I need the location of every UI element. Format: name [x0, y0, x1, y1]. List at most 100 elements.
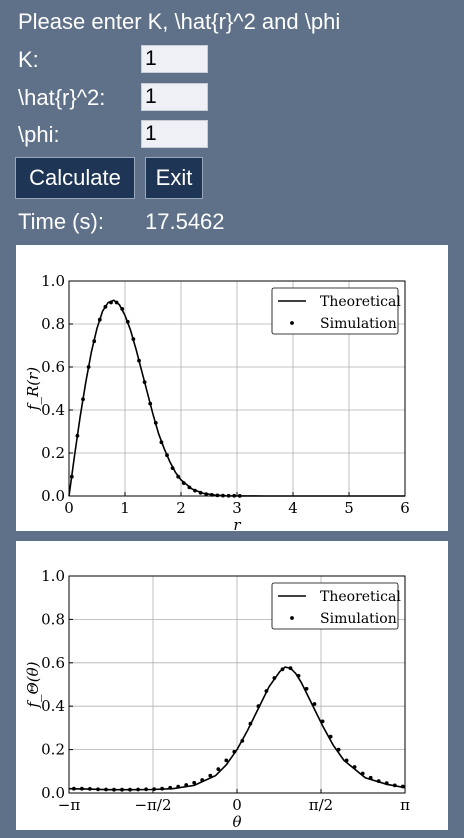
simulation-point	[176, 474, 181, 479]
r-hat-squared-input[interactable]	[141, 83, 208, 111]
k-label: K:	[18, 47, 39, 72]
y-tick-label: 1.0	[41, 272, 65, 290]
y-tick-label: 0.0	[41, 487, 65, 505]
x-tick-label: 5	[344, 499, 354, 517]
simulation-point	[240, 739, 245, 743]
simulation-point	[215, 493, 220, 498]
simulation-point	[221, 493, 225, 498]
simulation-point	[400, 784, 405, 789]
x-tick-label: 3	[232, 499, 242, 517]
simulation-point	[165, 453, 169, 458]
simulation-point	[264, 689, 269, 693]
time-label: Time (s):	[18, 209, 104, 234]
simulation-point	[96, 787, 100, 792]
x-axis-label: r	[233, 516, 241, 531]
simulation-point	[224, 758, 229, 763]
simulation-point	[142, 380, 147, 384]
simulation-point	[120, 307, 125, 311]
y-tick-label: 0.2	[41, 444, 65, 462]
y-tick-label: 0.8	[41, 610, 65, 628]
time-value: 17.5462	[145, 209, 225, 234]
simulation-point	[232, 493, 237, 498]
simulation-point	[198, 490, 203, 495]
simulation-point	[160, 786, 165, 791]
x-tick-label: −π	[58, 796, 81, 814]
simulation-point	[97, 317, 102, 322]
simulation-point	[170, 466, 175, 470]
simulation-point	[280, 667, 285, 672]
simulation-point	[344, 758, 349, 763]
simulation-point	[248, 721, 253, 726]
legend-simulation-label: Simulation	[320, 316, 397, 332]
simulation-point	[187, 485, 192, 490]
simulation-point	[128, 787, 132, 792]
simulation-point	[384, 781, 389, 786]
legend-dot-swatch	[290, 321, 294, 325]
simulation-point	[226, 493, 231, 498]
x-tick-label: π	[400, 796, 410, 814]
simulation-point	[69, 474, 74, 479]
exit-button[interactable]: Exit	[145, 157, 203, 199]
simulation-point	[148, 401, 153, 406]
simulation-point	[72, 786, 76, 791]
simulation-point	[256, 704, 261, 709]
simulation-point	[237, 494, 242, 498]
simulation-point	[86, 365, 91, 369]
x-tick-label: −π/2	[134, 796, 171, 814]
x-tick-label: 1	[120, 499, 130, 517]
simulation-point	[92, 339, 97, 344]
x-tick-label: 4	[288, 499, 298, 517]
simulation-point	[176, 784, 181, 789]
angular-pdf-chart-panel: −π −π/2 0 π/2 π 0.0 0.2 0.4 0.6 0.8 1.0 θ f_Θ(θ) Theo…	[16, 541, 448, 830]
simulation-point	[184, 783, 189, 787]
x-tick-label: π/2	[309, 796, 333, 814]
legend-box	[271, 582, 399, 630]
y-tick-label: 0.6	[41, 358, 65, 376]
angular-pdf-chart: −π −π/2 0 π/2 π 0.0 0.2 0.4 0.6 0.8 1.0 θ f_Θ(θ) Theo…	[24, 567, 410, 830]
simulation-point	[81, 397, 85, 402]
simulation-point	[125, 319, 130, 324]
simulation-point	[328, 734, 333, 739]
simulation-point	[181, 481, 186, 485]
simulation-point	[272, 676, 277, 680]
simulation-point	[360, 771, 365, 776]
simulation-point	[208, 773, 213, 778]
y-tick-label: 0.6	[41, 654, 65, 672]
simulation-point	[232, 749, 237, 754]
y-tick-label: 0.4	[41, 697, 65, 715]
y-tick-label: 0.2	[41, 741, 65, 759]
simulation-point	[75, 433, 80, 438]
theoretical-curve	[69, 666, 406, 791]
simulation-point	[312, 702, 317, 706]
y-tick-label: 0.0	[41, 784, 65, 802]
k-input[interactable]	[141, 45, 208, 73]
legend-theoretical-label: Theoretical	[320, 294, 401, 310]
calculate-button[interactable]: Calculate	[15, 157, 135, 199]
y-axis-label: f_Θ(θ)	[24, 661, 42, 708]
r-hat-squared-label: \hat{r}^2:	[18, 85, 106, 110]
simulation-point	[159, 440, 164, 445]
phi-input[interactable]	[141, 120, 208, 148]
radial-pdf-chart-panel: 0 1 2 3 4 5 6 0.0 0.2 0.4 0.6 0.8 1.0 r f_R(r) Theoreti…	[16, 245, 448, 531]
legend-box	[271, 287, 399, 335]
simulation-point	[114, 300, 119, 305]
x-tick-label: 2	[176, 499, 186, 517]
simulation-point	[88, 787, 92, 791]
phi-label: \phi:	[18, 122, 60, 147]
simulation-point	[136, 787, 140, 792]
simulation-point	[193, 488, 197, 493]
legend-dot-swatch	[290, 616, 294, 620]
legend-theoretical-label: Theoretical	[320, 589, 401, 605]
prompt-text: Please enter K, \hat{r}^2 and \phi	[18, 9, 341, 34]
simulation-point	[304, 686, 309, 691]
simulation-point	[109, 300, 113, 305]
simulation-point	[120, 787, 124, 792]
simulation-point	[192, 780, 197, 785]
simulation-point	[209, 493, 214, 497]
x-axis-label: θ	[232, 813, 241, 830]
simulation-point	[392, 783, 397, 788]
simulation-point	[336, 747, 341, 752]
simulation-point	[112, 787, 116, 792]
simulation-point	[320, 719, 325, 724]
legend-simulation-label: Simulation	[320, 611, 397, 627]
